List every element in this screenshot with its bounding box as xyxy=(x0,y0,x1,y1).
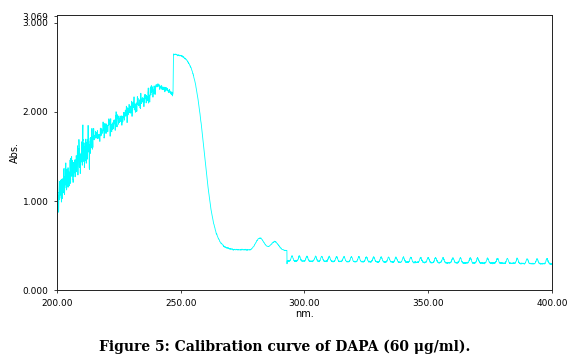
Y-axis label: Abs.: Abs. xyxy=(10,142,20,163)
X-axis label: nm.: nm. xyxy=(295,309,314,319)
Text: Figure 5: Calibration curve of DAPA (60 μg/ml).: Figure 5: Calibration curve of DAPA (60 … xyxy=(99,339,470,354)
